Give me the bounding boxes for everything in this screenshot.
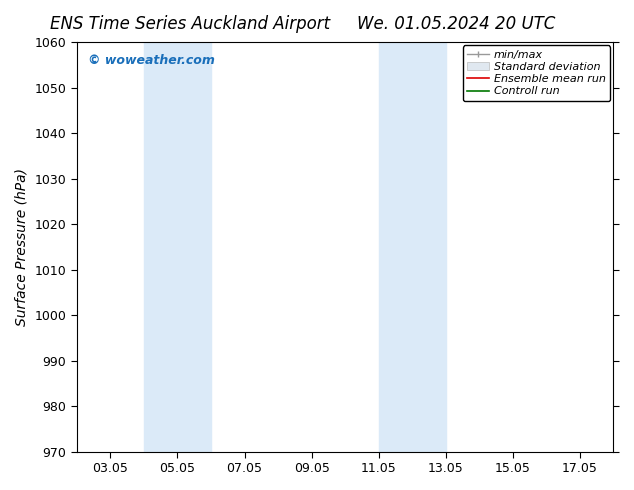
Y-axis label: Surface Pressure (hPa): Surface Pressure (hPa) <box>15 168 29 326</box>
Legend: min/max, Standard deviation, Ensemble mean run, Controll run: min/max, Standard deviation, Ensemble me… <box>463 46 610 101</box>
Text: © woweather.com: © woweather.com <box>87 54 214 67</box>
Text: We. 01.05.2024 20 UTC: We. 01.05.2024 20 UTC <box>358 15 555 33</box>
Text: ENS Time Series Auckland Airport: ENS Time Series Auckland Airport <box>50 15 330 33</box>
Bar <box>144 42 211 452</box>
Bar <box>378 42 446 452</box>
